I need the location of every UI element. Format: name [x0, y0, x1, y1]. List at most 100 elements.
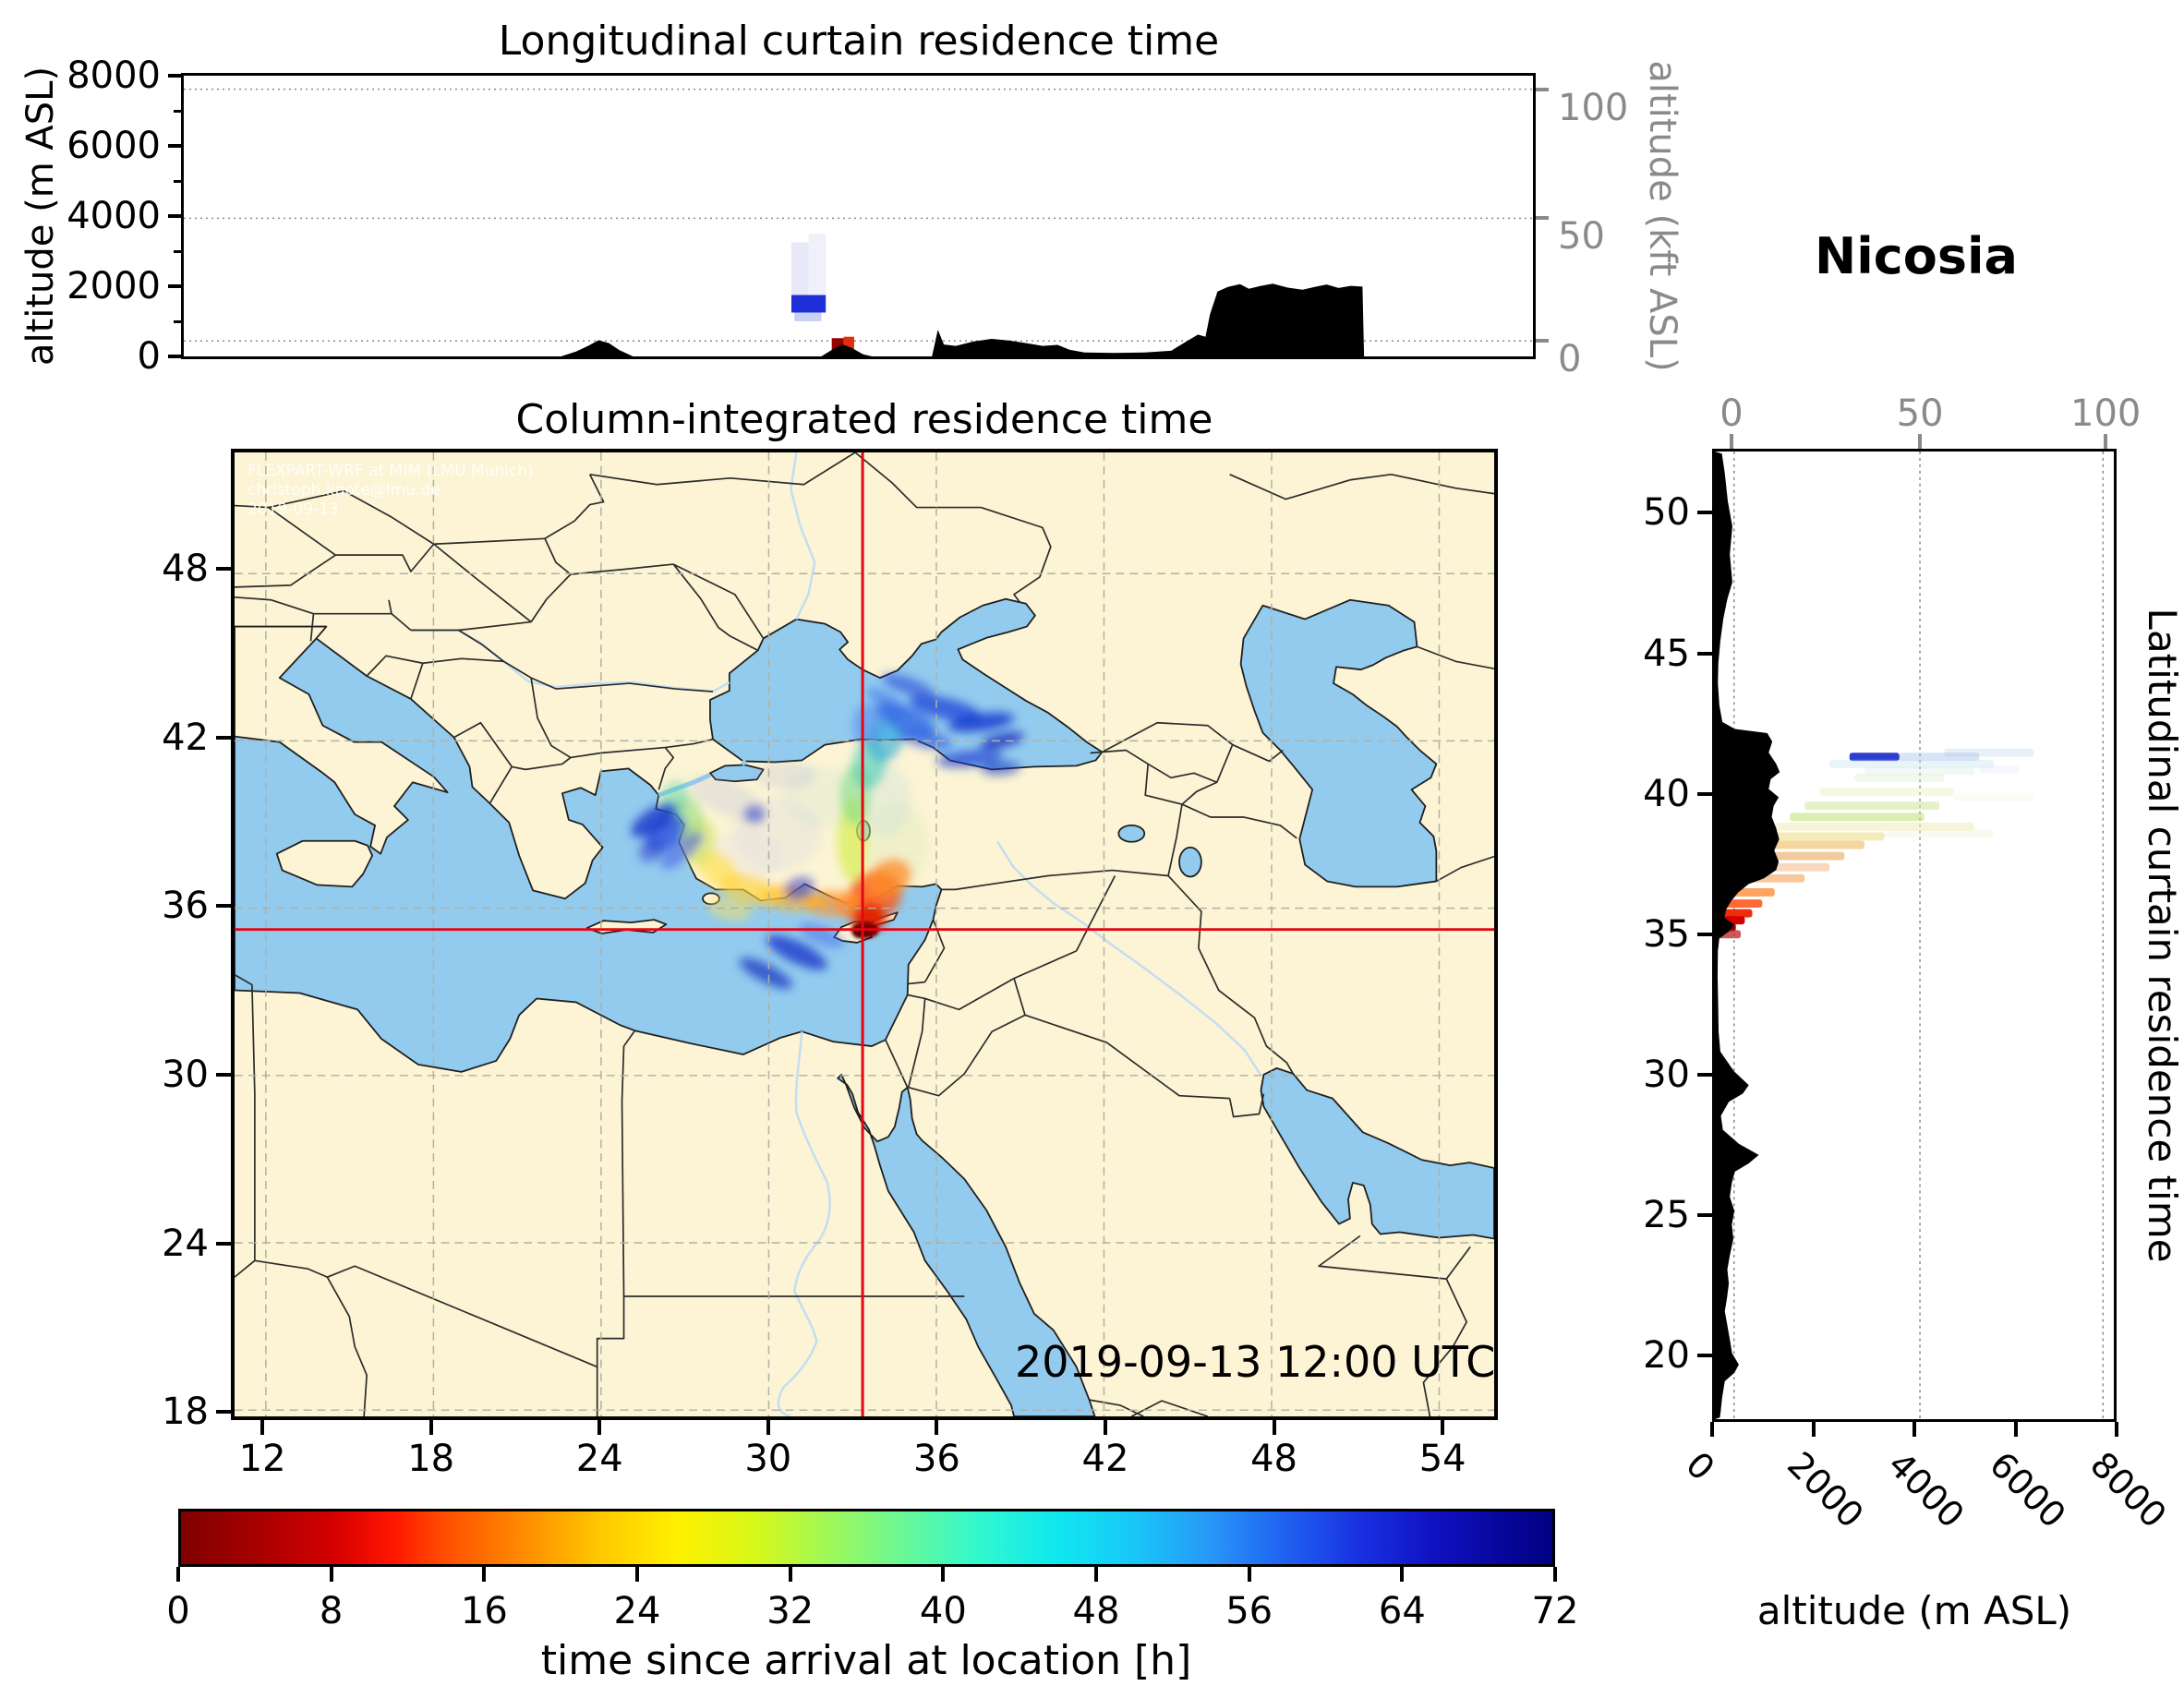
nile-river [777, 1031, 831, 1416]
right-panel-xlabel: altitude (m ASL) [1756, 1588, 2072, 1633]
tick-mark [1094, 1567, 1098, 1582]
tick-label: 24 [162, 1222, 209, 1265]
tick-mark [329, 1567, 333, 1582]
tick-mark [1811, 1422, 1816, 1437]
tick-label: 4000 [66, 195, 161, 237]
tick-label: 48 [1250, 1438, 1297, 1480]
italy-peninsula [235, 625, 449, 855]
tick-mark [216, 567, 231, 572]
tick-label: 25 [1643, 1194, 1690, 1237]
tick-mark [635, 1567, 639, 1582]
tick-mark [1247, 1567, 1251, 1582]
tick-mark [1400, 1567, 1405, 1582]
tick-label: 36 [912, 1438, 960, 1480]
tick-label: 0 [166, 1590, 190, 1632]
top-panel-title: Longitudinal curtain residence time [498, 18, 1220, 65]
tick-mark [1697, 1354, 1712, 1358]
station-crosshair [235, 452, 1494, 1416]
tick-label: 30 [162, 1053, 209, 1096]
tick-mark [1536, 339, 1549, 343]
tick-mark [597, 1420, 602, 1435]
tick-mark [428, 1420, 433, 1435]
lake-urmia [1178, 846, 1202, 878]
tick-label: 35 [1643, 912, 1690, 956]
tick-label: 6000 [66, 125, 161, 167]
tick-label: 50 [1558, 215, 1605, 259]
tick-mark [766, 1420, 770, 1435]
tick-label: 8000 [66, 54, 161, 97]
top-panel-y2label: altitude (kft ASL) [1641, 60, 1683, 372]
tick-mark [174, 109, 181, 113]
tick-mark [1913, 1422, 1916, 1437]
colorbar [178, 1509, 1555, 1567]
tick-label: 8000 [2082, 1443, 2175, 1536]
tick-label: 18 [162, 1391, 209, 1434]
tick-mark [1697, 1213, 1712, 1218]
tick-mark [216, 1410, 231, 1415]
tick-label: 2000 [66, 265, 161, 307]
tick-label: 48 [162, 548, 209, 591]
tick-mark [176, 1567, 180, 1582]
tick-mark [174, 179, 181, 183]
tick-label: 30 [1643, 1053, 1690, 1096]
bosporus-strait [741, 759, 748, 766]
tick-label: 30 [744, 1438, 792, 1480]
country-borders [235, 452, 1494, 1416]
tick-label: 72 [1531, 1590, 1579, 1632]
tick-mark [1272, 1420, 1276, 1435]
tick-label: 48 [1072, 1590, 1120, 1632]
red-sea [837, 1073, 1096, 1416]
tick-label: 0 [1678, 1443, 1723, 1489]
tick-label: 0 [1719, 392, 1744, 435]
latitudinal-curtain-panel [1712, 449, 2117, 1422]
tick-mark [216, 1241, 231, 1246]
tick-mark [174, 214, 181, 218]
tick-mark [1697, 1072, 1712, 1077]
station-title: Nicosia [1815, 227, 2018, 285]
tick-mark [482, 1567, 487, 1582]
plume-heatmap [631, 673, 1024, 989]
tick-label: 24 [613, 1590, 661, 1632]
tick-label: 40 [919, 1590, 967, 1632]
dnieper-river [790, 452, 816, 620]
tick-mark [1710, 1422, 1714, 1437]
tick-mark [2104, 434, 2108, 449]
tick-mark [216, 904, 231, 909]
tick-mark [216, 1072, 231, 1077]
tick-mark [1697, 791, 1712, 796]
tick-mark [935, 1420, 939, 1435]
tick-mark [1536, 87, 1549, 91]
tick-mark [216, 735, 231, 740]
watermark-line1: FLEXPART-WRF at MIM (LMU Munich) [247, 462, 534, 480]
colorbar-gradient [181, 1511, 1552, 1564]
watermark-line3: 2019-09-13 [247, 500, 339, 519]
tick-mark [1536, 216, 1549, 221]
tick-label: 36 [162, 885, 209, 928]
tick-label: 56 [1225, 1590, 1273, 1632]
tick-mark [1697, 511, 1712, 515]
tick-label: 42 [1081, 1438, 1129, 1480]
map-canvas [235, 452, 1494, 1416]
tick-label: 32 [766, 1590, 814, 1632]
tick-label: 50 [1643, 491, 1690, 535]
tick-label: 16 [460, 1590, 508, 1632]
latitudinal-curtain-plot [1715, 452, 2105, 1419]
tick-label: 12 [238, 1438, 286, 1480]
tick-label: 18 [407, 1438, 455, 1480]
tick-label: 8 [319, 1590, 344, 1632]
watermark-line2: christoph.knote@lmu.de [247, 481, 440, 500]
tick-mark [1697, 651, 1712, 656]
colorbar-label: time since arrival at location [h] [540, 1637, 1192, 1684]
map-timestamp: 2019-09-13 12:00 UTC [1015, 1337, 1496, 1387]
lake-van [1117, 825, 1146, 843]
right-panel-ylabel: Latitudinal curtain residence time [2140, 608, 2184, 1263]
tick-label: 4000 [1880, 1443, 1973, 1536]
tick-mark [1103, 1420, 1107, 1435]
tick-mark [174, 319, 181, 323]
watermark: FLEXPART-WRF at MIM (LMU Munich) christo… [247, 462, 534, 520]
tick-label: 0 [1558, 338, 1582, 381]
tick-label: 0 [137, 335, 161, 378]
top-panel-ylabel: altitude (m ASL) [19, 66, 62, 367]
tick-mark [1697, 932, 1712, 936]
